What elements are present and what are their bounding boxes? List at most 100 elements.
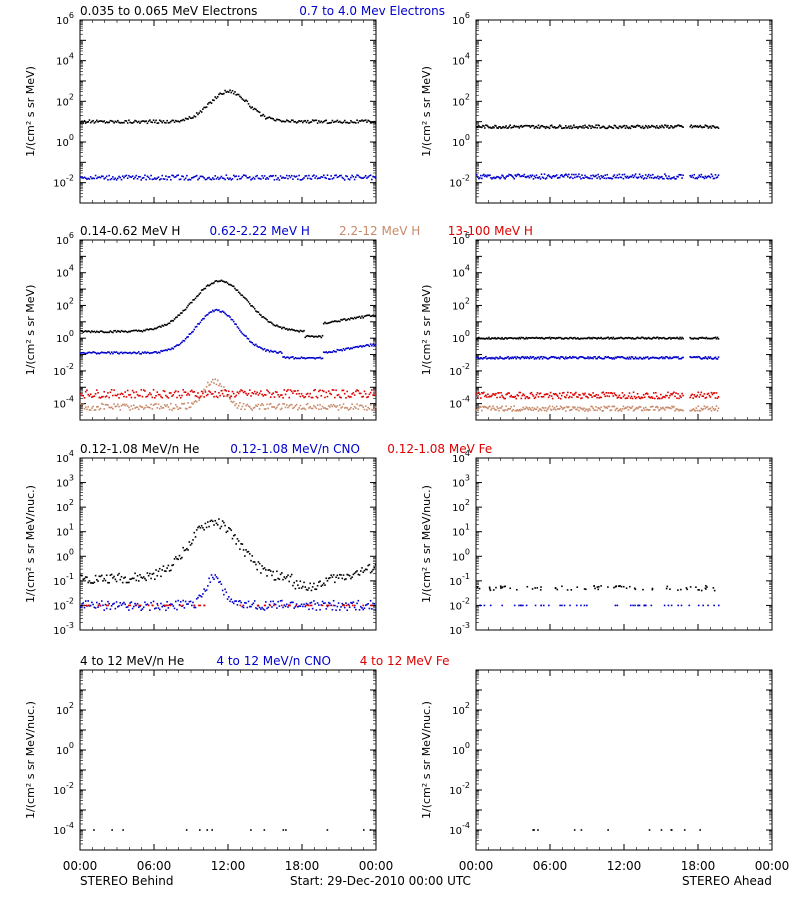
data-point bbox=[223, 177, 225, 180]
data-point bbox=[632, 337, 635, 340]
data-point bbox=[363, 390, 366, 393]
data-point bbox=[81, 394, 83, 397]
data-point bbox=[162, 604, 165, 607]
data-point bbox=[590, 394, 592, 396]
data-point bbox=[606, 127, 609, 130]
data-point bbox=[114, 578, 117, 581]
data-point bbox=[321, 405, 324, 408]
data-point bbox=[374, 608, 377, 611]
data-point bbox=[656, 336, 658, 339]
data-point bbox=[300, 392, 303, 395]
data-point bbox=[168, 392, 171, 394]
data-point bbox=[335, 609, 337, 612]
data-point bbox=[152, 328, 155, 331]
data-point bbox=[626, 126, 629, 129]
data-point bbox=[248, 605, 251, 608]
data-point bbox=[150, 174, 152, 177]
data-point bbox=[134, 176, 136, 179]
data-point bbox=[709, 407, 712, 410]
data-point bbox=[193, 604, 196, 607]
data-point bbox=[564, 125, 567, 127]
data-point bbox=[274, 603, 277, 606]
data-point bbox=[563, 604, 566, 607]
data-point bbox=[501, 604, 503, 607]
data-point bbox=[93, 606, 96, 609]
data-point bbox=[237, 175, 240, 178]
data-point bbox=[313, 404, 315, 407]
data-point bbox=[586, 408, 588, 411]
data-point bbox=[207, 393, 209, 396]
data-point bbox=[309, 356, 311, 359]
data-point bbox=[343, 578, 346, 581]
data-point bbox=[114, 405, 117, 408]
data-point bbox=[504, 397, 506, 400]
data-point bbox=[329, 577, 331, 579]
data-point bbox=[554, 356, 557, 359]
data-point bbox=[509, 174, 511, 176]
data-point bbox=[477, 408, 479, 411]
data-point bbox=[278, 396, 281, 398]
data-point bbox=[652, 336, 655, 339]
data-point bbox=[229, 396, 231, 399]
data-point bbox=[109, 406, 112, 409]
data-point bbox=[118, 121, 120, 124]
data-point bbox=[358, 176, 361, 178]
data-point bbox=[257, 394, 260, 396]
data-point bbox=[251, 603, 254, 606]
data-point bbox=[692, 408, 695, 410]
data-point bbox=[96, 119, 98, 122]
data-point bbox=[297, 357, 299, 360]
data-point bbox=[676, 408, 678, 411]
data-point bbox=[151, 178, 154, 181]
data-point bbox=[346, 609, 348, 612]
data-point bbox=[350, 577, 352, 580]
data-point bbox=[261, 316, 263, 318]
data-point bbox=[506, 393, 508, 395]
data-point bbox=[633, 357, 636, 360]
data-point bbox=[308, 407, 310, 409]
data-point bbox=[278, 179, 281, 181]
data-point bbox=[332, 403, 335, 406]
data-point bbox=[371, 389, 373, 391]
data-point bbox=[208, 101, 210, 104]
data-point bbox=[581, 174, 583, 176]
data-point bbox=[205, 285, 208, 287]
data-point bbox=[647, 409, 650, 411]
data-point bbox=[595, 394, 597, 396]
data-point bbox=[104, 331, 107, 334]
data-point bbox=[692, 338, 695, 340]
data-point bbox=[184, 337, 187, 340]
data-point bbox=[310, 335, 313, 337]
data-point bbox=[629, 127, 632, 130]
data-point bbox=[240, 294, 242, 296]
data-point bbox=[665, 587, 668, 590]
data-point bbox=[493, 357, 495, 359]
data-point bbox=[305, 403, 308, 406]
data-point bbox=[618, 125, 621, 128]
data-point bbox=[234, 91, 236, 93]
data-point bbox=[510, 405, 512, 408]
data-point bbox=[606, 336, 609, 339]
data-point bbox=[181, 119, 183, 122]
data-point bbox=[711, 393, 714, 396]
data-point bbox=[674, 125, 676, 127]
data-point bbox=[502, 396, 504, 398]
data-point bbox=[240, 96, 242, 99]
data-point bbox=[145, 404, 147, 407]
data-point bbox=[170, 178, 172, 181]
data-point bbox=[179, 604, 182, 607]
data-point bbox=[479, 177, 481, 179]
data-point bbox=[487, 407, 489, 410]
data-point bbox=[268, 569, 271, 571]
data-point bbox=[156, 177, 159, 180]
data-point bbox=[483, 406, 485, 409]
data-point bbox=[140, 406, 143, 408]
data-point bbox=[715, 357, 718, 360]
data-point bbox=[690, 124, 693, 127]
data-point bbox=[194, 297, 197, 300]
data-point bbox=[276, 324, 278, 326]
data-point bbox=[236, 326, 239, 328]
data-point bbox=[242, 333, 245, 336]
y-axis-label: 1/(cm² s sr MeV) bbox=[24, 66, 37, 157]
data-point bbox=[282, 578, 284, 581]
